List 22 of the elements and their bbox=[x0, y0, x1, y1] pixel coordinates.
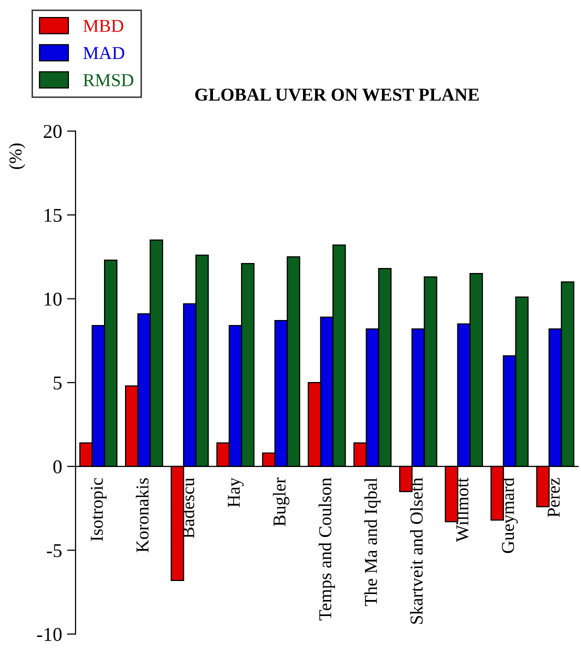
x-tick-label: The Ma and Iqbal bbox=[364, 478, 381, 606]
y-tick-label: 5 bbox=[54, 376, 62, 390]
y-tick-label: 20 bbox=[44, 124, 62, 138]
x-tick-label: Willmott bbox=[456, 478, 468, 542]
y-tick-label: -5 bbox=[46, 544, 62, 558]
x-tick-label: Koronakis bbox=[136, 478, 149, 552]
chart-title: GLOBAL UVER ON WEST PLANE bbox=[195, 88, 479, 101]
x-tick-label: Gueymard bbox=[501, 478, 518, 553]
x-tick-label: Perez bbox=[548, 478, 560, 518]
x-tick-label: Bugler bbox=[272, 478, 290, 526]
x-tick-label: Isotropic bbox=[90, 478, 107, 542]
y-axis-title: (%) bbox=[8, 144, 26, 169]
x-tick-label: Hay bbox=[228, 478, 244, 508]
legend-label: MBD bbox=[83, 20, 124, 32]
x-tick-label: Skartveit and Olseth bbox=[410, 478, 423, 624]
legend-label: MAD bbox=[83, 47, 124, 59]
y-tick-label: 15 bbox=[44, 208, 62, 222]
y-tick-label: 0 bbox=[53, 460, 62, 474]
x-tick-label: Temps and Coulson bbox=[318, 478, 335, 620]
legend-label: RMSD bbox=[83, 74, 134, 86]
y-tick-label: -10 bbox=[37, 628, 62, 642]
y-tick-label: 10 bbox=[44, 292, 62, 306]
